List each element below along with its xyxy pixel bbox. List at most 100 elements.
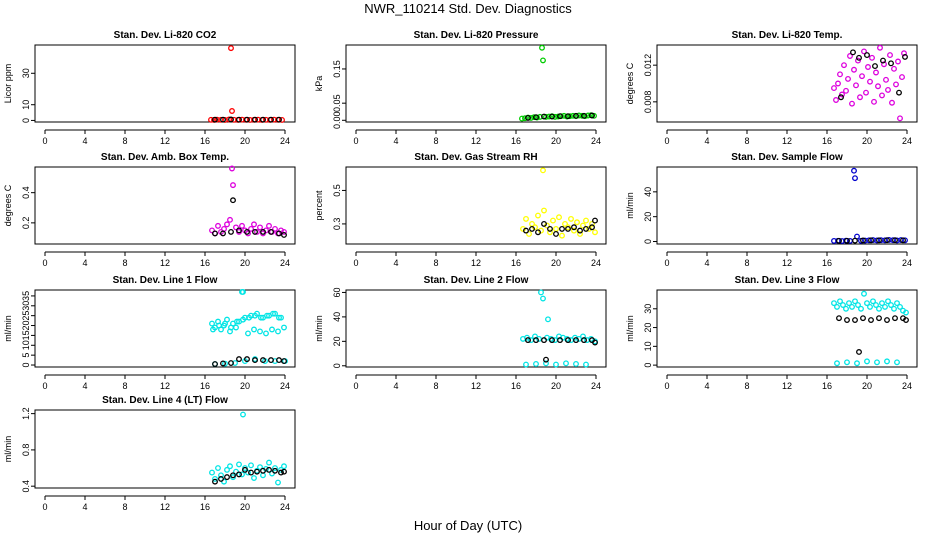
x-tick-label: 16	[511, 258, 521, 268]
y-tick-label: 10	[21, 100, 31, 110]
data-point	[251, 221, 257, 228]
data-point	[844, 359, 850, 366]
data-point	[545, 316, 551, 323]
data-point	[581, 112, 587, 119]
y-axis-label: ml/min	[625, 315, 635, 342]
data-point	[281, 228, 287, 235]
panel-10: Stan. Dev. Line 4 (LT) Flow 0.4 0.8 1.2 ml/m…	[3, 395, 296, 512]
data-point	[228, 116, 234, 123]
data-point	[263, 330, 269, 337]
data-point	[884, 317, 890, 323]
data-point	[553, 231, 559, 237]
data-point	[519, 115, 525, 122]
data-point	[275, 328, 281, 335]
y-axis-label: kPa	[314, 76, 324, 92]
x-tick-label: 8	[122, 381, 127, 391]
data-point	[854, 360, 860, 367]
panel-title: Stan. Dev. Line 1 Flow	[113, 275, 218, 286]
data-point	[573, 337, 579, 344]
data-point	[224, 221, 230, 228]
y-tick-label: 0.15	[332, 60, 342, 78]
data-point	[221, 225, 227, 232]
data-point	[872, 63, 878, 70]
data-point	[272, 310, 278, 317]
x-tick-label: 8	[433, 258, 438, 268]
data-point	[549, 337, 555, 344]
x-tick-label: 0	[353, 381, 358, 391]
plot-frame	[34, 44, 296, 123]
data-point	[880, 57, 886, 64]
plot-frame	[345, 289, 607, 368]
x-tick-label: 12	[160, 136, 170, 146]
data-point	[902, 53, 908, 60]
data-point	[227, 216, 233, 223]
y-tick-label: 0.05	[332, 94, 342, 112]
data-point	[272, 465, 278, 471]
data-point	[876, 315, 882, 322]
data-point	[246, 314, 252, 321]
x-tick-label: 12	[782, 258, 792, 268]
x-tick-label: 24	[902, 381, 912, 391]
data-point	[523, 361, 529, 368]
x-tick-label: 4	[82, 136, 87, 146]
panel-7: Stan. Dev. Line 1 Flow05101520253035ml/m…	[3, 275, 296, 391]
x-tick-label: 16	[822, 258, 832, 268]
data-point	[233, 224, 239, 231]
series-raw	[209, 411, 287, 486]
data-point	[863, 89, 869, 96]
panel-title: Stan. Dev. Line 3 Flow	[735, 275, 840, 286]
y-tick-label: 0.008	[643, 91, 653, 114]
data-point	[571, 224, 577, 231]
panel-title: Stan. Dev. Line 2 Flow	[424, 275, 529, 286]
data-point	[574, 219, 580, 226]
data-point	[272, 467, 278, 474]
y-tick-label: 0	[643, 363, 653, 368]
data-point	[281, 231, 287, 238]
data-point	[220, 230, 226, 237]
data-point	[834, 360, 840, 367]
x-tick-label: 4	[704, 136, 709, 146]
panel-title: Stan. Dev. Li-820 Pressure	[414, 30, 539, 41]
data-point	[856, 349, 862, 355]
x-tick-label: 8	[744, 136, 749, 146]
data-point	[536, 335, 542, 342]
data-point	[894, 359, 900, 366]
series-raw	[520, 289, 598, 368]
data-point	[540, 57, 546, 64]
x-tick-label: 20	[551, 258, 561, 268]
x-tick-label: 4	[393, 258, 398, 268]
plot-frame	[345, 44, 607, 123]
data-point	[236, 356, 242, 363]
data-point	[894, 300, 900, 307]
data-point	[855, 57, 861, 64]
y-tick-label: 0	[21, 363, 31, 368]
y-tick-label: 60	[332, 287, 342, 297]
data-point	[589, 220, 595, 227]
data-point	[266, 459, 272, 466]
data-point	[535, 212, 541, 219]
plot-frame	[656, 44, 918, 123]
x-tick-label: 4	[704, 258, 709, 268]
data-point	[868, 317, 874, 323]
data-point	[877, 44, 883, 51]
data-point	[592, 217, 598, 224]
y-tick-label: 30	[21, 301, 31, 311]
data-point	[252, 228, 258, 235]
data-point	[258, 314, 264, 321]
data-point	[260, 467, 266, 474]
x-tick-label: 16	[200, 502, 210, 512]
data-point	[553, 361, 559, 368]
data-point	[541, 113, 547, 120]
data-point	[589, 224, 595, 231]
data-point	[272, 225, 278, 232]
data-point	[831, 85, 837, 92]
data-point	[568, 215, 574, 222]
data-point	[257, 328, 263, 335]
data-point	[882, 303, 888, 310]
x-tick-label: 4	[393, 136, 398, 146]
data-point	[522, 115, 528, 122]
data-point	[279, 117, 285, 123]
data-point	[257, 224, 263, 231]
y-axis-label: ml/min	[625, 192, 635, 219]
data-point	[883, 76, 889, 83]
